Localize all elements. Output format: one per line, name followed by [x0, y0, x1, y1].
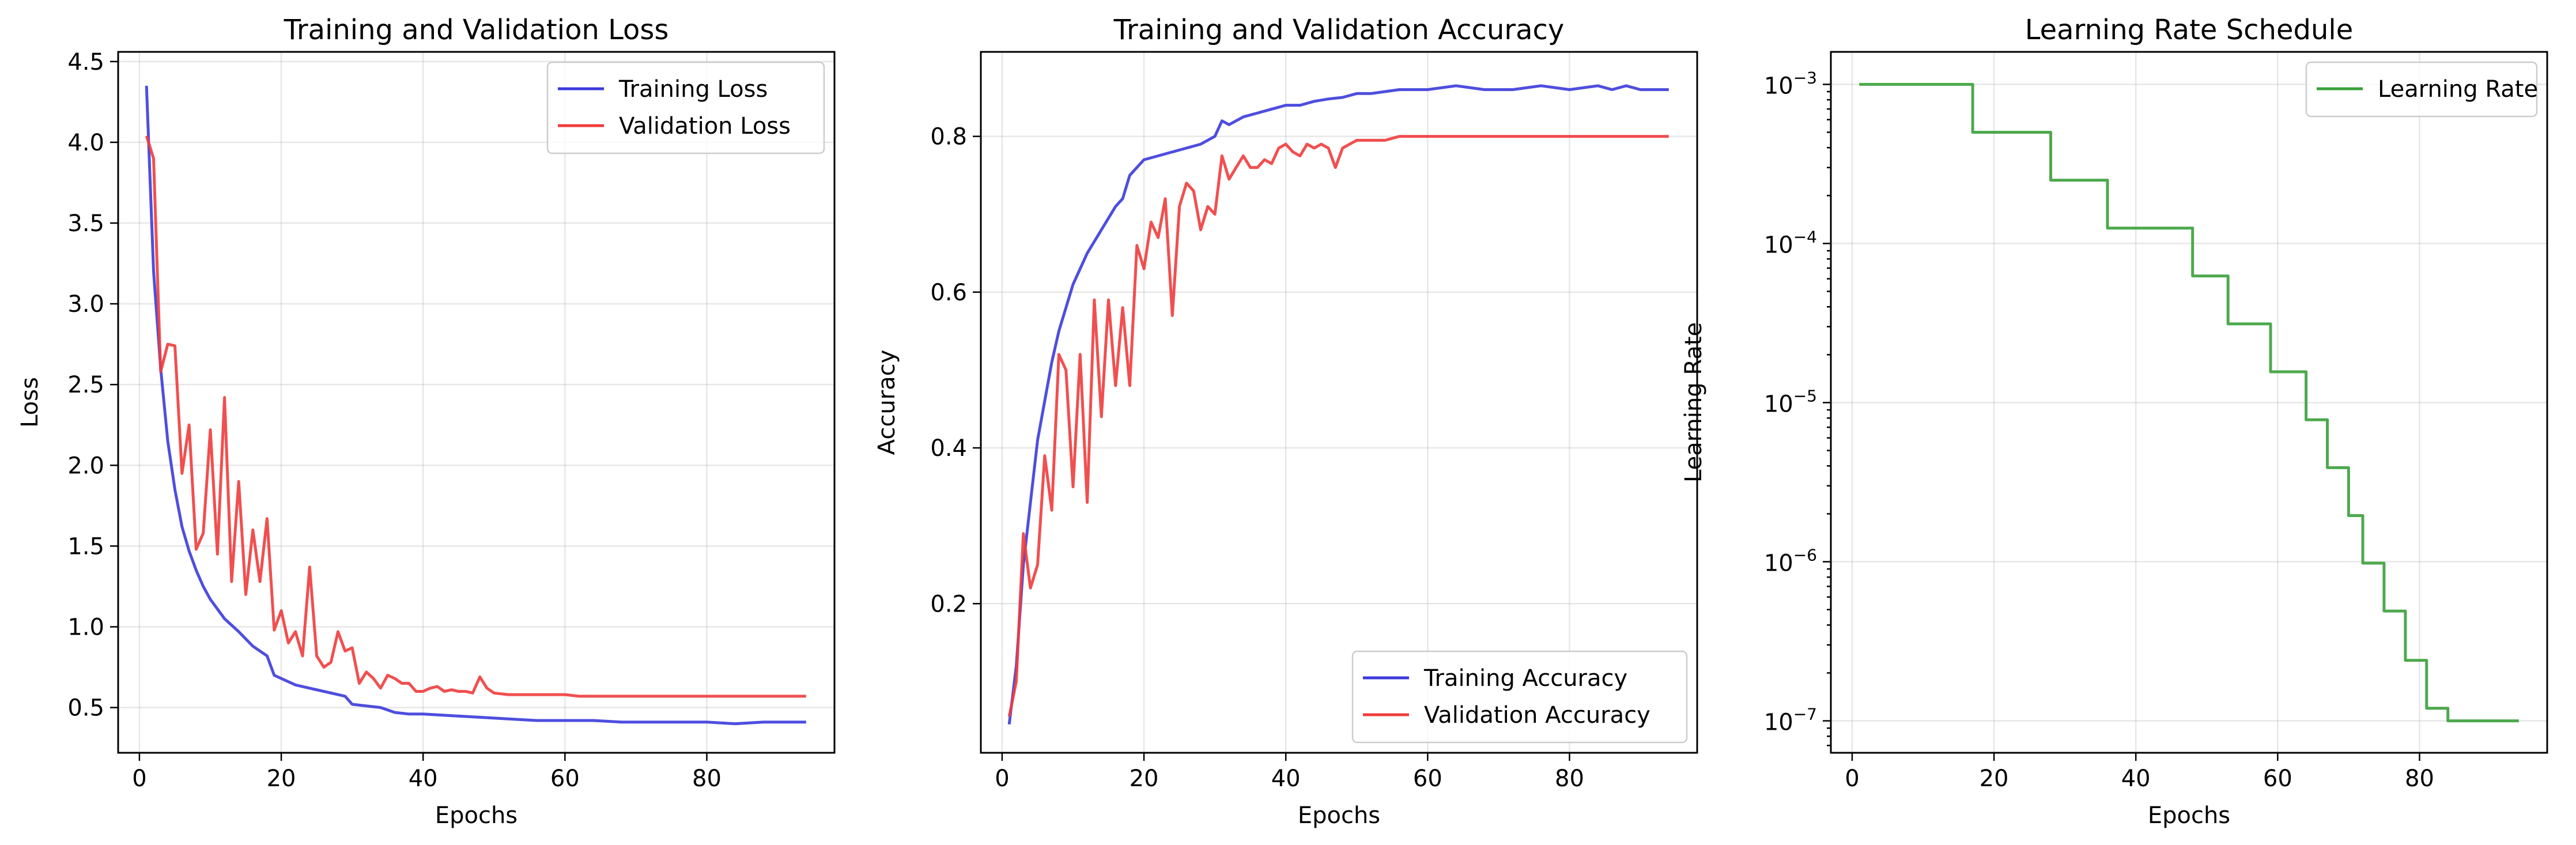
y-tick-label: 10−7	[1764, 705, 1817, 736]
x-tick-label: 80	[692, 765, 722, 792]
legend-label: Training Loss	[618, 76, 768, 103]
x-tick-label: 80	[2405, 765, 2434, 792]
y-tick-label: 2.5	[67, 372, 104, 398]
y-tick-label: 10−3	[1764, 68, 1817, 99]
y-tick-label-base: 10	[1764, 550, 1793, 577]
y-tick-label-base: 10	[1764, 710, 1793, 736]
series-line-training-accuracy	[1007, 84, 1669, 725]
y-tick-label: 3.0	[67, 291, 104, 318]
y-tick-label: 10−5	[1764, 386, 1817, 417]
x-tick-label: 80	[1555, 765, 1584, 792]
chart-title: Training and Validation Loss	[284, 14, 669, 46]
legend: Training Accuracy Validation Accuracy	[1351, 650, 1688, 744]
y-tick-label-exponent: −6	[1793, 546, 1817, 565]
x-tick-label: 0	[1845, 765, 1859, 792]
y-tick-label: 0.2	[930, 591, 967, 617]
x-tick-label: 60	[550, 765, 580, 792]
axes-frame	[117, 51, 836, 754]
y-axis-label: Loss	[17, 377, 43, 428]
y-tick-label: 0.5	[67, 695, 104, 722]
series-line-validation-accuracy	[1007, 135, 1669, 717]
legend-label: Learning Rate	[2378, 76, 2538, 103]
y-tick-label: 2.0	[67, 452, 104, 479]
chart-title: Training and Validation Accuracy	[1113, 14, 1565, 46]
chart-panel-1: 0 20 40 60 80 0.5 1.0 1.5 2.0 2.5 3.0 3.5 4.0 4.5 Trai…	[17, 14, 836, 829]
y-tick-label: 1.0	[67, 614, 104, 640]
legend-label: Validation Accuracy	[1424, 702, 1650, 729]
y-tick-label-base: 10	[1764, 391, 1793, 417]
y-axis-label: Accuracy	[874, 350, 900, 455]
legend-label: Training Accuracy	[1423, 665, 1627, 692]
y-tick-label-base: 10	[1764, 73, 1793, 99]
series-line-validation-loss	[145, 135, 806, 698]
x-tick-label: 40	[2121, 765, 2151, 792]
y-tick-label-exponent: −5	[1793, 386, 1817, 405]
y-tick-label: 4.0	[67, 130, 104, 156]
y-tick-label: 4.5	[67, 49, 104, 76]
legend: Learning Rate	[2305, 61, 2538, 118]
axes-frame	[980, 51, 1698, 754]
legend-label: Validation Loss	[619, 113, 791, 139]
x-axis-label: Epochs	[2148, 802, 2230, 829]
x-tick-label: 60	[2263, 765, 2292, 792]
x-tick-label: 20	[1130, 765, 1159, 792]
legend-box	[1351, 650, 1688, 744]
y-tick-label-exponent: −3	[1793, 68, 1817, 87]
chart-panel-2: 0 20 40 60 80 0.2 0.4 0.6 0.8 Training and Valida…	[874, 14, 1698, 829]
y-tick-label-exponent: −4	[1793, 227, 1817, 246]
y-tick-label: 10−6	[1764, 546, 1817, 577]
x-tick-label: 20	[1980, 765, 2009, 792]
y-axis-label: Learning Rate	[1680, 322, 1707, 482]
x-tick-label: 60	[1413, 765, 1442, 792]
x-tick-label: 20	[267, 765, 296, 792]
chart-title: Learning Rate Schedule	[2025, 14, 2354, 46]
y-tick-label-exponent: −7	[1793, 705, 1817, 724]
legend: Training Loss Validation Loss	[546, 61, 825, 154]
x-axis-label: Epochs	[1298, 802, 1380, 829]
x-tick-label: 40	[1271, 765, 1301, 792]
series-line-training-loss	[145, 85, 806, 726]
legend-box	[546, 61, 825, 154]
y-tick-label: 10−4	[1764, 227, 1817, 258]
x-tick-label: 0	[995, 765, 1009, 792]
y-tick-label: 1.5	[67, 533, 104, 560]
y-tick-label: 0.4	[930, 435, 967, 462]
y-tick-label: 0.6	[930, 280, 967, 306]
x-tick-label: 0	[132, 765, 146, 792]
y-tick-label-base: 10	[1764, 232, 1793, 258]
y-tick-label: 3.5	[67, 210, 104, 237]
y-tick-label: 0.8	[930, 124, 967, 150]
legend-box	[2305, 61, 2538, 118]
x-axis-label: Epochs	[435, 802, 518, 829]
series-line-learning-rate	[1859, 82, 2519, 723]
x-tick-label: 40	[409, 765, 438, 792]
